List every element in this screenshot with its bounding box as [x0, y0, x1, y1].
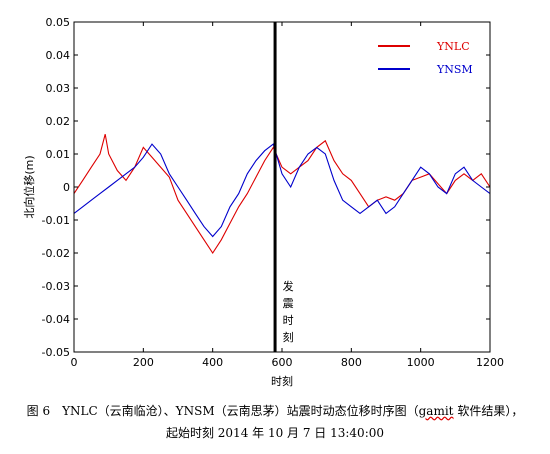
y-tick-label: 0.05: [46, 16, 71, 29]
x-tick-label: 1200: [476, 356, 504, 369]
caption-software-name: gamit: [418, 404, 454, 418]
x-tick-label: 1000: [407, 356, 435, 369]
y-axis-label: 北向位移(m): [22, 155, 36, 218]
legend-label-ynsm: YNSM: [436, 63, 473, 76]
legend-label-ynlc: YNLC: [436, 40, 470, 53]
caption-prefix: 图 6 YNLC（云南临沧）、YNSM（云南思茅）站震时动态位移时序图（: [26, 404, 419, 418]
y-tick-label: 0.01: [46, 148, 71, 161]
y-tick-label: -0.01: [42, 214, 70, 227]
x-axis-ticks: 0 200 400 600 800 1000 1200: [71, 22, 504, 369]
earthquake-label-char: 震: [283, 297, 294, 310]
x-axis-label: 时刻: [271, 374, 293, 388]
y-axis-ticks: 0.05 0.04 0.03 0.02 0.01 0 -0.01 -0.02 -0.03 -0.0…: [42, 16, 490, 359]
y-tick-label: -0.03: [42, 280, 70, 293]
y-tick-label: 0.04: [46, 49, 71, 62]
earthquake-label-char: 刻: [283, 330, 294, 344]
y-tick-label: 0.03: [46, 82, 71, 95]
legend: YNLC YNSM: [368, 30, 484, 80]
series-layer: [73, 134, 491, 255]
earthquake-label-char: 发: [283, 279, 294, 293]
plot-frame: [73, 21, 491, 353]
y-tick-label: 0: [63, 181, 70, 194]
y-tick-label: 0.02: [46, 115, 71, 128]
y-tick-label: -0.04: [42, 313, 70, 326]
y-tick-label: -0.05: [42, 346, 70, 359]
displacement-chart: 发震时刻 0 200 400 600 800 1000 1200 0.050.040.030…: [22, 16, 504, 388]
earthquake-time-label: 发震时刻: [283, 279, 294, 344]
series-line-ynsm: [73, 143, 491, 238]
x-tick-label: 0: [71, 356, 78, 369]
x-tick-label: 800: [341, 356, 362, 369]
figure-caption-line2: 起始时刻 2014 年 10 月 7 日 13:40:00: [165, 426, 385, 440]
x-tick-label: 200: [133, 356, 154, 369]
legend-box: [368, 30, 484, 80]
caption-suffix: 软件结果），: [453, 404, 524, 418]
x-tick-label: 600: [272, 356, 293, 369]
earthquake-label-char: 时: [283, 314, 294, 327]
y-tick-label: -0.02: [42, 247, 70, 260]
figure-caption-line1: 图 6 YNLC（云南临沧）、YNSM（云南思茅）站震时动态位移时序图（gami…: [0, 402, 550, 419]
x-tick-label: 400: [202, 356, 223, 369]
